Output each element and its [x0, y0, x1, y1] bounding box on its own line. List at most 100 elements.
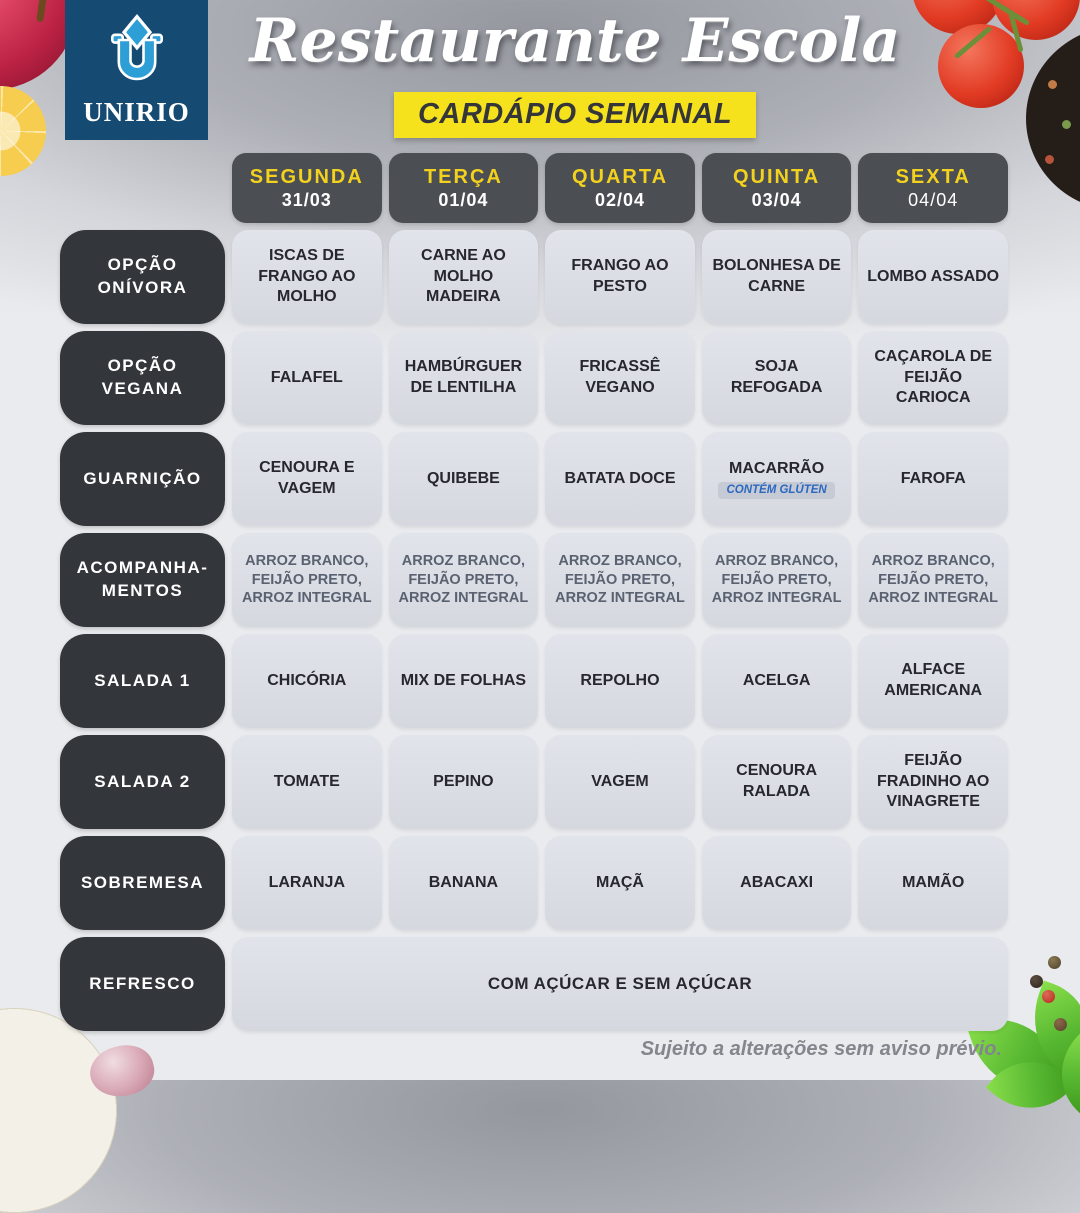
menu-cell-text: MACARRÃO: [729, 459, 825, 477]
menu-cell-text: VAGEM: [591, 772, 649, 790]
day-name: SEXTA: [895, 165, 971, 188]
menu-cell: CARNE AO MOLHO MADEIRA: [388, 230, 539, 324]
peppercorn-image: [1048, 956, 1061, 969]
menu-cell-text: BOLONHESA DE CARNE: [712, 257, 841, 295]
menu-cell-text: ALFACE AMERICANA: [884, 661, 983, 699]
menu-cell: ARROZ BRANCO, FEIJÃO PRETO, ARROZ INTEGR…: [388, 533, 539, 627]
menu-cell-text: ARROZ BRANCO, FEIJÃO PRETO, ARROZ INTEGR…: [555, 552, 685, 607]
row-label-acompanha-mentos: ACOMPANHA-MENTOS: [60, 533, 225, 627]
menu-cell-text: SOJA REFOGADA: [730, 358, 823, 396]
menu-cell: ISCAS DE FRANGO AO MOLHO: [232, 230, 382, 324]
menu-cell-text: LOMBO ASSADO: [867, 267, 1000, 285]
menu-cell-text: FALAFEL: [270, 368, 343, 386]
menu-cell-text: MAMÃO: [902, 873, 965, 891]
menu-cell-text: ISCAS DE FRANGO AO MOLHO: [258, 246, 356, 306]
gluten-note-badge: CONTÉM GLÚTEN: [718, 482, 835, 500]
menu-cell-text: QUIBEBE: [426, 469, 500, 487]
menu-cell: FAROFA: [858, 432, 1008, 526]
day-name: TERÇA: [423, 165, 503, 188]
column-header-terca: TERÇA 01/04: [388, 153, 539, 223]
menu-cell-text: MAÇÃ: [595, 873, 644, 891]
menu-cell: MIX DE FOLHAS: [388, 634, 539, 728]
menu-cell: REPOLHO: [545, 634, 695, 728]
day-date: 02/04: [594, 189, 646, 210]
menu-table: SEGUNDA 31/03 TERÇA 01/04 QUARTA 02/04 QUINTA 0…: [60, 153, 1008, 1031]
menu-cell: BANANA: [388, 836, 539, 930]
menu-cell-text: ARROZ BRANCO, FEIJÃO PRETO, ARROZ INTEGR…: [711, 552, 842, 607]
subtitle-badge: CARDÁPIO SEMANAL: [393, 92, 757, 138]
day-name: QUARTA: [571, 165, 669, 188]
menu-cell: HAMBÚRGUER DE LENTILHA: [388, 331, 539, 425]
page-title: Restaurante Escola: [249, 6, 901, 76]
menu-cell: ABACAXI: [701, 836, 852, 930]
menu-cell: FRICASSÊ VEGANO: [545, 331, 695, 425]
subtitle-wrap: CARDÁPIO SEMANAL: [225, 92, 925, 138]
menu-cell: FRANGO AO PESTO: [545, 230, 695, 324]
menu-cell-text: FRICASSÊ VEGANO: [579, 358, 661, 396]
menu-cell-text: CARNE AO MOLHO MADEIRA: [421, 246, 506, 306]
menu-cell-text: LARANJA: [268, 873, 346, 891]
menu-cell-text: ACELGA: [742, 671, 811, 689]
row-label-opcao-onivora: OPÇÃO ONÍVORA: [60, 230, 225, 324]
menu-cell-text: CENOURA E VAGEM: [259, 459, 355, 497]
menu-cell: FALAFEL: [232, 331, 382, 425]
unirio-logo-text: UNIRIO: [83, 97, 190, 127]
unirio-logo: UNIRIO: [65, 0, 208, 140]
column-header-quinta: QUINTA 03/04: [701, 153, 852, 223]
menu-cell-text: TOMATE: [273, 772, 340, 790]
menu-cell-refresco: COM AÇÚCAR E SEM AÇÚCAR: [232, 937, 1008, 1031]
day-date: 03/04: [751, 189, 802, 210]
lentil-bowl-image: [1026, 26, 1080, 211]
day-name: QUINTA: [733, 165, 821, 188]
menu-cell-text: MIX DE FOLHAS: [400, 671, 527, 689]
lentil-speck: [1062, 120, 1071, 129]
menu-cell-text: HAMBÚRGUER DE LENTILHA: [404, 358, 523, 396]
column-header-quarta: QUARTA 02/04: [545, 153, 695, 223]
peppercorn-image: [1042, 990, 1055, 1003]
column-header-sexta: SEXTA 04/04: [858, 153, 1008, 223]
menu-cell: CAÇAROLA DE FEIJÃO CARIOCA: [858, 331, 1008, 425]
day-date: 01/04: [438, 189, 489, 210]
menu-cell: CENOURA E VAGEM: [232, 432, 382, 526]
menu-cell: TOMATE: [232, 735, 382, 829]
day-name: SEGUNDA: [249, 165, 364, 188]
lentil-speck: [1045, 155, 1054, 164]
menu-cell: BATATA DOCE: [545, 432, 695, 526]
menu-cell-text: ARROZ BRANCO, FEIJÃO PRETO, ARROZ INTEGR…: [398, 552, 529, 607]
menu-cell: FEIJÃO FRADINHO AO VINAGRETE: [858, 735, 1008, 829]
menu-cell: QUIBEBE: [388, 432, 539, 526]
lemon-slice-image: [0, 86, 46, 176]
menu-cell-text: ARROZ BRANCO, FEIJÃO PRETO, ARROZ INTEGR…: [868, 552, 999, 607]
menu-cell: ALFACE AMERICANA: [858, 634, 1008, 728]
column-header-segunda: SEGUNDA 31/03: [232, 153, 382, 223]
row-label-salada-1: SALADA 1: [60, 634, 225, 728]
menu-cell-text: ABACAXI: [740, 873, 814, 891]
menu-cell: ARROZ BRANCO, FEIJÃO PRETO, ARROZ INTEGR…: [232, 533, 382, 627]
menu-cell: ARROZ BRANCO, FEIJÃO PRETO, ARROZ INTEGR…: [858, 533, 1008, 627]
peppercorn-image: [1030, 975, 1043, 988]
row-label-refresco: REFRESCO: [60, 937, 225, 1031]
menu-cell-text: REPOLHO: [580, 671, 660, 689]
menu-cell: VAGEM: [545, 735, 695, 829]
menu-cell: MAÇÃ: [545, 836, 695, 930]
menu-cell: MACARRÃO CONTÉM GLÚTEN: [701, 432, 852, 526]
menu-cell-text: ARROZ BRANCO, FEIJÃO PRETO, ARROZ INTEGR…: [241, 552, 372, 607]
menu-cell: LOMBO ASSADO: [858, 230, 1008, 324]
lentil-speck: [1048, 80, 1057, 89]
menu-cell-text: BANANA: [428, 873, 499, 891]
menu-cell: ARROZ BRANCO, FEIJÃO PRETO, ARROZ INTEGR…: [545, 533, 695, 627]
rice-bowl-image: [0, 1008, 117, 1213]
menu-cell: ACELGA: [701, 634, 852, 728]
menu-cell: CENOURA RALADA: [701, 735, 852, 829]
row-label-opcao-vegana: OPÇÃO VEGANA: [60, 331, 225, 425]
menu-cell: LARANJA: [232, 836, 382, 930]
menu-cell-text: CHICÓRIA: [267, 671, 347, 689]
peppercorn-image: [1054, 1018, 1067, 1031]
row-label-guarnicao: GUARNIÇÃO: [60, 432, 225, 526]
corner-spacer: [60, 153, 225, 223]
row-label-salada-2: SALADA 2: [60, 735, 225, 829]
menu-cell: PEPINO: [388, 735, 539, 829]
menu-cell-text: FRANGO AO PESTO: [571, 257, 669, 295]
day-date: 31/03: [281, 189, 332, 210]
